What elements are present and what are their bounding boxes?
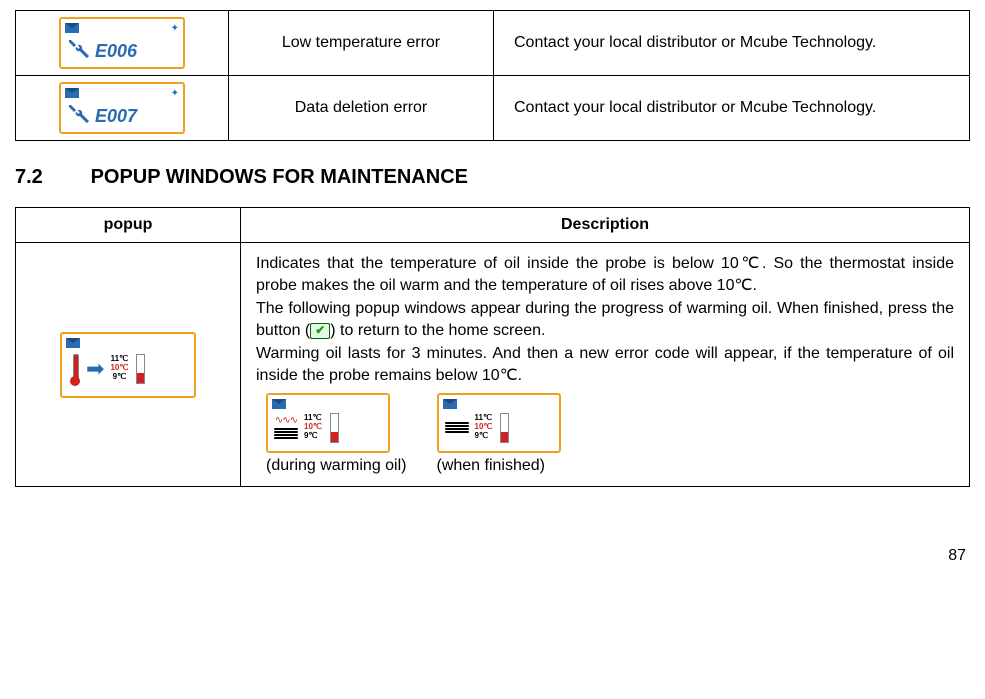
device-popup-finished: 11℃ 10℃ 9℃ (437, 393, 561, 453)
section-number: 7.2 (15, 166, 85, 189)
device-popup-warming: ∿∿∿ 11℃ 10℃ 9℃ (266, 393, 390, 453)
popup-icon-cell: ➡ 11℃ 10℃ 9℃ (16, 243, 241, 487)
page-number: 87 (15, 547, 970, 565)
envelope-icon (65, 88, 79, 98)
desc-paragraph-2: The following popup windows appear durin… (256, 298, 954, 341)
envelope-icon (272, 399, 286, 409)
popup-description-cell: Indicates that the temperature of oil in… (241, 243, 970, 487)
temp-scale: 11℃ 10℃ 9℃ (110, 355, 128, 381)
device-popup-e006: ✦ E006 (59, 17, 185, 69)
error-icon-cell: ✦ E007 (16, 76, 229, 141)
desc-p2b: ) to return to the home screen. (330, 322, 545, 339)
scale-lo: 9℃ (110, 373, 128, 382)
bar-indicator-icon (330, 413, 339, 443)
wrench-icon (67, 37, 91, 65)
scale-lo: 9℃ (304, 432, 322, 441)
heat-waves-icon: ∿∿∿ (275, 416, 297, 426)
desc-paragraph-1: Indicates that the temperature of oil in… (256, 253, 954, 296)
popup-thumbnails: ∿∿∿ 11℃ 10℃ 9℃ (dur (266, 393, 954, 477)
table-header-row: popup Description (16, 208, 970, 243)
temp-scale: 11℃ 10℃ 9℃ (475, 414, 493, 440)
table-row: ✦ E007 Data deletion error Contact your … (16, 76, 970, 141)
heater-icon: ∿∿∿ (274, 416, 298, 440)
popup-header-col2: Description (241, 208, 970, 243)
error-name: Low temperature error (229, 11, 494, 76)
envelope-icon (66, 338, 80, 348)
error-action: Contact your local distributor or Mcube … (494, 76, 970, 141)
plus-icon: ✦ (171, 23, 179, 34)
plus-icon: ✦ (171, 88, 179, 99)
table-row: ✦ E006 Low temperature error Contact you… (16, 11, 970, 76)
error-icon-cell: ✦ E006 (16, 11, 229, 76)
device-popup-e007: ✦ E007 (59, 82, 185, 134)
bar-indicator-icon (500, 413, 509, 443)
popup-table: popup Description ➡ 11℃ 10℃ 9℃ (15, 207, 970, 487)
temp-scale: 11℃ 10℃ 9℃ (304, 414, 322, 440)
error-code-label: E006 (95, 41, 137, 62)
envelope-icon (65, 23, 79, 33)
scale-lo: 9℃ (475, 432, 493, 441)
heater-icon (445, 421, 469, 434)
check-button-icon: ✔ (310, 323, 330, 339)
popup-header-col1: popup (16, 208, 241, 243)
arrow-right-icon: ➡ (86, 358, 104, 380)
table-row: ➡ 11℃ 10℃ 9℃ Indicates that the temperat… (16, 243, 970, 487)
thumb-caption-a: (during warming oil) (266, 455, 407, 477)
wrench-icon (67, 102, 91, 130)
section-heading: 7.2 POPUP WINDOWS FOR MAINTENANCE (15, 166, 970, 189)
bar-indicator-icon (136, 354, 145, 384)
thermometer-icon (68, 352, 80, 386)
envelope-icon (443, 399, 457, 409)
error-code-table: ✦ E006 Low temperature error Contact you… (15, 10, 970, 141)
section-title: POPUP WINDOWS FOR MAINTENANCE (91, 166, 468, 188)
error-action: Contact your local distributor or Mcube … (494, 11, 970, 76)
error-code-label: E007 (95, 106, 137, 127)
desc-paragraph-3: Warming oil lasts for 3 minutes. And the… (256, 343, 954, 386)
device-popup-lowtemp: ➡ 11℃ 10℃ 9℃ (60, 332, 196, 398)
error-name: Data deletion error (229, 76, 494, 141)
thumb-caption-b: (when finished) (437, 455, 546, 477)
